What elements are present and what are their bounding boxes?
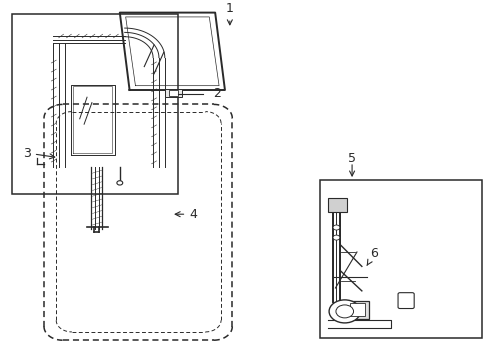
Text: 5: 5: [347, 152, 355, 165]
Circle shape: [335, 305, 353, 318]
Text: 1: 1: [225, 3, 233, 25]
Bar: [164, 89, 182, 97]
Bar: [168, 90, 178, 96]
Circle shape: [117, 181, 122, 185]
Bar: [320, 180, 481, 338]
Text: 4: 4: [175, 208, 197, 221]
Circle shape: [332, 225, 339, 230]
Circle shape: [328, 300, 360, 323]
Text: 2: 2: [212, 87, 220, 100]
Bar: [12, 14, 178, 194]
Bar: [327, 198, 346, 212]
Text: 6: 6: [366, 247, 377, 265]
Bar: [346, 301, 368, 319]
Bar: [349, 303, 365, 316]
FancyBboxPatch shape: [397, 293, 413, 309]
Circle shape: [332, 235, 339, 240]
Text: 3: 3: [23, 147, 55, 159]
